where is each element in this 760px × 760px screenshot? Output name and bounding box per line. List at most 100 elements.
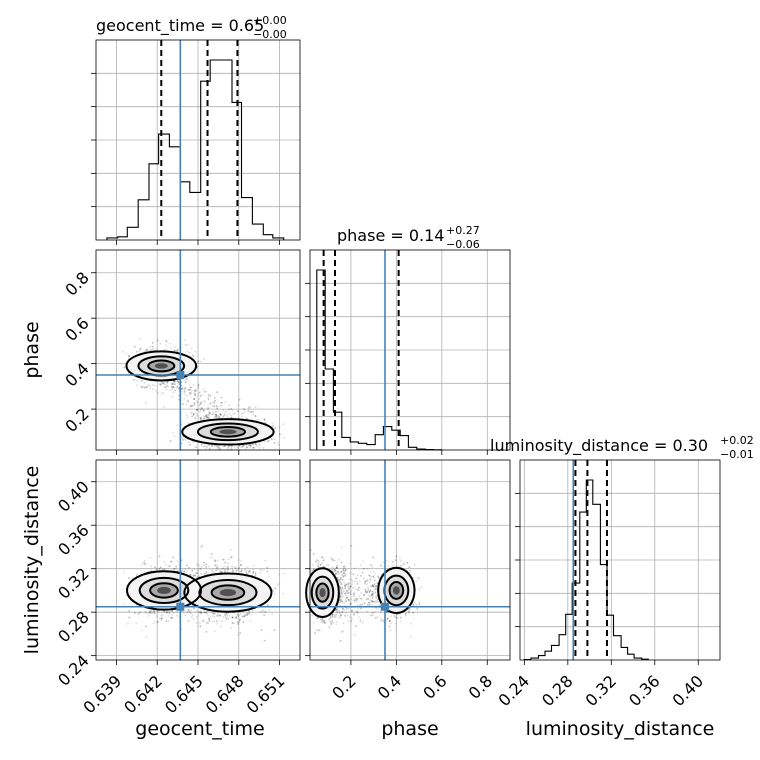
- sample-point: [149, 384, 152, 387]
- sample-point: [248, 612, 251, 615]
- sample-point: [220, 620, 223, 623]
- sample-point: [171, 388, 174, 391]
- sample-point: [189, 388, 191, 391]
- sample-point: [190, 404, 193, 407]
- sample-point: [227, 445, 230, 447]
- sample-point: [255, 443, 257, 446]
- sample-point: [177, 380, 180, 383]
- sample-point: [182, 403, 184, 405]
- sample-point: [159, 566, 162, 569]
- sample-point: [216, 407, 218, 410]
- sample-point: [216, 416, 219, 418]
- sample-point: [222, 558, 225, 561]
- sample-point: [272, 590, 275, 592]
- sample-point: [182, 403, 184, 405]
- sample-point: [245, 569, 248, 572]
- sample-point: [189, 405, 192, 408]
- panel-distance-vs-geocent-time: [91, 459, 301, 665]
- sample-point: [211, 413, 213, 416]
- sample-point: [220, 414, 223, 416]
- sample-point: [202, 409, 205, 412]
- sample-point: [176, 611, 179, 613]
- sample-point: [248, 407, 251, 409]
- sample-point: [199, 621, 201, 624]
- sample-point: [230, 549, 233, 551]
- sample-point: [160, 381, 163, 384]
- sample-point: [196, 409, 198, 411]
- sample-point: [162, 392, 165, 394]
- sample-point: [153, 384, 156, 387]
- sample-point: [195, 622, 198, 624]
- sample-point: [172, 383, 175, 385]
- title-geocent-time: geocent_time = 0.65: [96, 16, 264, 36]
- sample-point: [192, 618, 195, 620]
- sample-point: [246, 614, 248, 617]
- sample-point: [204, 401, 206, 403]
- sample-point: [227, 617, 230, 620]
- sample-point: [197, 384, 200, 386]
- sample-point: [123, 570, 126, 573]
- sample-point: [283, 437, 286, 439]
- sample-point: [156, 615, 159, 618]
- sample-point: [197, 385, 200, 387]
- sample-point: [207, 394, 210, 396]
- title-phase-upper: +0.27: [446, 224, 480, 237]
- sample-point: [278, 573, 280, 576]
- sample-point: [191, 389, 193, 392]
- sample-point: [162, 382, 165, 384]
- sample-point: [146, 348, 148, 351]
- sample-point: [149, 610, 152, 613]
- panel-phase-vs-geocent-time: [91, 249, 301, 455]
- sample-point: [273, 438, 276, 441]
- sample-point: [189, 388, 191, 391]
- sample-point: [247, 409, 250, 412]
- sample-point: [273, 592, 276, 595]
- sample-point: [377, 604, 380, 606]
- sample-point: [209, 395, 212, 397]
- sample-point: [135, 351, 138, 353]
- sample-point: [193, 401, 196, 404]
- sample-point: [216, 407, 218, 410]
- sample-point: [216, 620, 218, 622]
- sample-point: [236, 621, 239, 624]
- sample-point: [210, 553, 213, 555]
- sample-point: [211, 413, 214, 416]
- sample-point: [175, 381, 177, 383]
- sample-point: [131, 577, 134, 580]
- sample-point: [177, 381, 180, 383]
- sample-point: [177, 381, 180, 383]
- sample-point: [194, 389, 197, 392]
- sample-point: [165, 344, 168, 346]
- sample-point: [145, 348, 148, 350]
- sample-point: [170, 616, 173, 619]
- sample-point: [173, 567, 176, 570]
- sample-point: [210, 572, 213, 574]
- sample-point: [216, 566, 219, 569]
- sample-point: [199, 411, 201, 413]
- sample-point: [201, 620, 204, 623]
- sample-point: [174, 389, 177, 392]
- sample-point: [165, 340, 168, 343]
- sample-point: [210, 445, 213, 448]
- sample-point: [133, 379, 136, 381]
- sample-point: [261, 569, 264, 572]
- sample-point: [133, 612, 136, 614]
- sample-point: [215, 415, 217, 418]
- sample-point: [205, 416, 208, 419]
- sample-point: [187, 380, 190, 382]
- sample-point: [224, 615, 227, 618]
- sample-point: [182, 438, 184, 441]
- sample-point: [150, 349, 153, 351]
- sample-point: [208, 447, 211, 450]
- sample-point: [274, 427, 277, 430]
- sample-point: [139, 347, 142, 350]
- sample-point: [176, 348, 179, 350]
- sample-point: [176, 385, 179, 388]
- sample-point: [140, 379, 143, 382]
- sample-point: [228, 404, 231, 407]
- sample-point: [173, 435, 176, 438]
- sample-point: [242, 444, 245, 447]
- truth-marker: [176, 602, 185, 611]
- sample-point: [128, 610, 131, 612]
- sample-point: [244, 410, 247, 413]
